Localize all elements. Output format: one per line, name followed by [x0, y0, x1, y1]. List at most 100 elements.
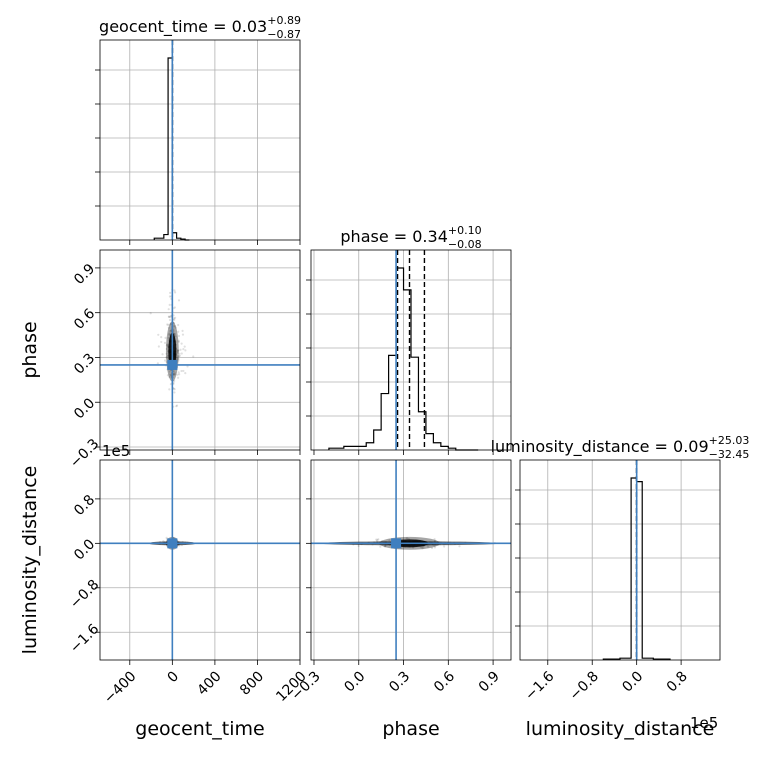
scatter-geocent_time-phase-sample-point — [168, 318, 172, 322]
scatter-phase-luminosity_distance-sample-point — [443, 545, 446, 548]
scatter-geocent_time-phase-sample-point — [166, 355, 169, 358]
scatter-geocent_time-phase-sample-point — [173, 379, 176, 382]
scatter-geocent_time-phase-sample-point — [173, 371, 176, 374]
hist-luminosity_distance-xtick-label: −1.6 — [522, 668, 557, 703]
hist-luminosity_distance-xtick-label: 0.0 — [619, 668, 646, 695]
scatter-geocent_time-phase-sample-point — [166, 374, 170, 377]
scatter-geocent_time-phase-sample-point — [177, 299, 181, 302]
scatter-geocent_time-phase-sample-point — [176, 349, 179, 352]
scatter-geocent_time-luminosity_distance-ytick-label: 0.8 — [71, 492, 98, 519]
scatter-geocent_time-luminosity_distance-xtick-label: 400 — [194, 668, 224, 698]
scatter-phase-luminosity_distance-sample-point — [458, 545, 461, 548]
scatter-geocent_time-phase-sample-point — [174, 291, 177, 294]
scatter-phase-luminosity_distance-sample-point — [388, 539, 391, 542]
scatter-geocent_time-luminosity_distance-xtick-label: 800 — [237, 668, 267, 698]
scatter-geocent_time-phase-sample-point — [172, 317, 176, 320]
hist-luminosity_distance-xtick-label: −0.8 — [567, 668, 602, 703]
scatter-geocent_time-phase-sample-point — [177, 339, 180, 342]
scatter-geocent_time-phase-sample-point — [179, 348, 182, 351]
scatter-phase-luminosity_distance-sample-point — [433, 546, 437, 549]
scatter-geocent_time-phase-sample-point — [176, 350, 179, 354]
scatter-geocent_time-phase-sample-point — [173, 391, 176, 394]
scatter-phase-luminosity_distance-xtick-label: 0.3 — [386, 668, 413, 695]
xlabel-geocent_time: geocent_time — [135, 718, 264, 740]
scatter-geocent_time-phase-sample-point — [177, 340, 180, 344]
hist-phase-step — [328, 267, 479, 451]
hist-panel-luminosity_distance: −1.6 −0.8 0.0 0.8 luminosity_distance = 0.09… — [491, 434, 750, 704]
scatter-geocent_time-phase-sample-point — [163, 359, 167, 362]
scatter-geocent_time-phase-sample-point — [169, 330, 172, 333]
scatter-geocent_time-phase-sample-point — [172, 322, 176, 325]
scatter-geocent_time-phase-ytick-label: −0.3 — [67, 436, 102, 471]
scatter-geocent_time-phase-sample-point — [177, 371, 180, 374]
hist-luminosity_distance-frame — [519, 459, 721, 661]
scatter-geocent_time-phase-sample-point — [178, 354, 181, 357]
scatter-geocent_time-phase-sample-point — [157, 333, 160, 336]
title-luminosity_distance: luminosity_distance = 0.09+25.03 −32.45 — [491, 434, 750, 461]
scatter-geocent_time-phase-sample-point — [182, 369, 185, 373]
scatter-geocent_time-phase-sample-point — [173, 306, 176, 309]
scatter-geocent_time-phase-sample-point — [181, 333, 185, 336]
ylabel-scale-luminosity_distance: 1e5 — [102, 442, 130, 460]
scatter-geocent_time-phase-sample-point — [149, 312, 152, 315]
scatter-geocent_time-phase-sample-point — [168, 370, 171, 373]
title-geocent_time: geocent_time = 0.03+0.89 −0.87 — [99, 14, 301, 41]
scatter-geocent_time-phase-sample-point — [173, 373, 177, 376]
scatter-geocent_time-luminosity_distance-xtick-label: 0 — [164, 668, 182, 686]
scatter-geocent_time-phase-sample-point — [168, 295, 172, 298]
scatter-geocent_time-phase-sample-point — [174, 326, 177, 329]
scatter-geocent_time-phase-sample-point — [186, 365, 189, 368]
scatter-geocent_time-phase-sample-point — [177, 357, 180, 361]
scatter-geocent_time-phase-sample-point — [177, 349, 180, 352]
scatter-geocent_time-phase-sample-point — [173, 324, 176, 328]
scatter-geocent_time-phase-sample-point — [165, 360, 168, 364]
scatter-phase-luminosity_distance-sample-point — [421, 547, 424, 550]
scatter-geocent_time-phase-sample-point — [173, 388, 176, 391]
scatter-geocent_time-phase-sample-point — [169, 315, 172, 319]
scatter-geocent_time-phase-ytick-label: 0.0 — [71, 395, 98, 422]
scatter-phase-luminosity_distance-sample-point — [430, 546, 434, 550]
scatter-geocent_time-phase-sample-point — [167, 315, 170, 318]
scatter-geocent_time-phase-ytick-label: 0.9 — [71, 261, 98, 288]
scatter-phase-luminosity_distance-injection-marker — [391, 538, 402, 549]
scatter-phase-luminosity_distance-sample-point — [379, 545, 382, 548]
scatter-geocent_time-phase-injection-marker — [167, 359, 178, 370]
scatter-geocent_time-phase-sample-point — [168, 315, 171, 318]
scatter-geocent_time-phase-sample-point — [174, 316, 177, 319]
scatter-geocent_time-phase-sample-point — [175, 405, 178, 408]
scatter-geocent_time-phase-sample-point — [166, 343, 169, 346]
xlabel-phase: phase — [382, 718, 439, 740]
scatter-geocent_time-phase-sample-point — [169, 382, 173, 386]
scatter-geocent_time-phase-sample-point — [176, 373, 179, 376]
scatter-geocent_time-phase-sample-point — [168, 375, 171, 379]
scatter-geocent_time-phase-sample-point — [165, 347, 168, 351]
scatter-phase-luminosity_distance-sample-point — [420, 545, 423, 549]
ylabel-phase: phase — [19, 321, 41, 378]
scatter-phase-luminosity_distance-frame — [310, 459, 512, 661]
scatter-geocent_time-luminosity_distance-ytick-label: 0.0 — [71, 536, 98, 563]
scatter-geocent_time-phase-sample-point — [178, 373, 181, 376]
scatter-geocent_time-phase-sample-point — [160, 340, 163, 344]
scatter-geocent_time-phase-sample-point — [167, 336, 170, 340]
scatter-geocent_time-luminosity_distance-ytick-label: −0.8 — [67, 577, 102, 612]
scatter-geocent_time-phase-sample-point — [166, 357, 169, 360]
scatter-geocent_time-phase-sample-point — [169, 323, 172, 326]
scatter-panel-phase-luminosity_distance: −0.3 0.0 0.3 0.6 0.9 — [288, 459, 512, 704]
scatter-geocent_time-phase-sample-point — [182, 348, 185, 351]
scatter-geocent_time-phase-sample-point — [181, 329, 184, 332]
scatter-geocent_time-phase-ytick-label: 0.3 — [71, 351, 98, 378]
scatter-geocent_time-phase-sample-point — [176, 349, 179, 352]
scatter-phase-luminosity_distance-sample-point — [383, 545, 387, 548]
scatter-geocent_time-phase-sample-point — [165, 356, 168, 359]
scatter-geocent_time-phase-sample-point — [180, 352, 183, 355]
hist-panel-phase: phase = 0.34+0.10 −0.08 — [306, 224, 512, 455]
scatter-geocent_time-phase-sample-point — [177, 376, 180, 379]
scatter-geocent_time-phase-sample-point — [176, 355, 180, 358]
scatter-geocent_time-luminosity_distance-sample-point — [165, 536, 168, 539]
scatter-phase-luminosity_distance-sample-point — [433, 538, 436, 541]
scatter-geocent_time-phase-sample-point — [175, 404, 179, 407]
scatter-geocent_time-phase-sample-point — [164, 336, 167, 339]
scatter-geocent_time-phase-sample-point — [156, 362, 159, 365]
scatter-phase-luminosity_distance-sample-point — [384, 545, 387, 548]
